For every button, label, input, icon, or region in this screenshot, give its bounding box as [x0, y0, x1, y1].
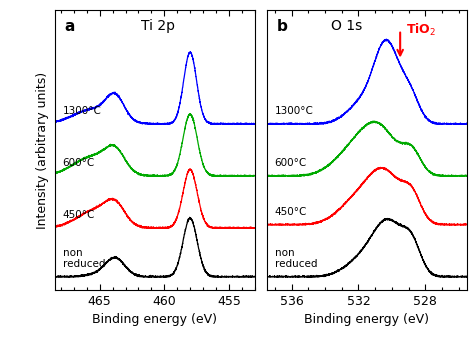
Text: 600°C: 600°C [63, 158, 95, 168]
Text: 600°C: 600°C [275, 158, 307, 168]
Text: Ti 2p: Ti 2p [141, 19, 174, 32]
Text: non
reduced: non reduced [63, 248, 105, 269]
Text: non
reduced: non reduced [275, 248, 317, 269]
Text: b: b [277, 19, 288, 33]
Text: 1300°C: 1300°C [63, 106, 101, 116]
X-axis label: Binding energy (eV): Binding energy (eV) [92, 313, 217, 326]
Text: a: a [64, 19, 75, 33]
X-axis label: Binding energy (eV): Binding energy (eV) [304, 313, 429, 326]
Text: 450°C: 450°C [275, 207, 307, 217]
Text: TiO$_2$: TiO$_2$ [406, 22, 437, 38]
Text: O 1s: O 1s [331, 19, 362, 32]
Text: 1300°C: 1300°C [275, 106, 314, 116]
Text: 450°C: 450°C [63, 210, 95, 220]
Y-axis label: Intensity (arbitrary units): Intensity (arbitrary units) [36, 71, 49, 228]
